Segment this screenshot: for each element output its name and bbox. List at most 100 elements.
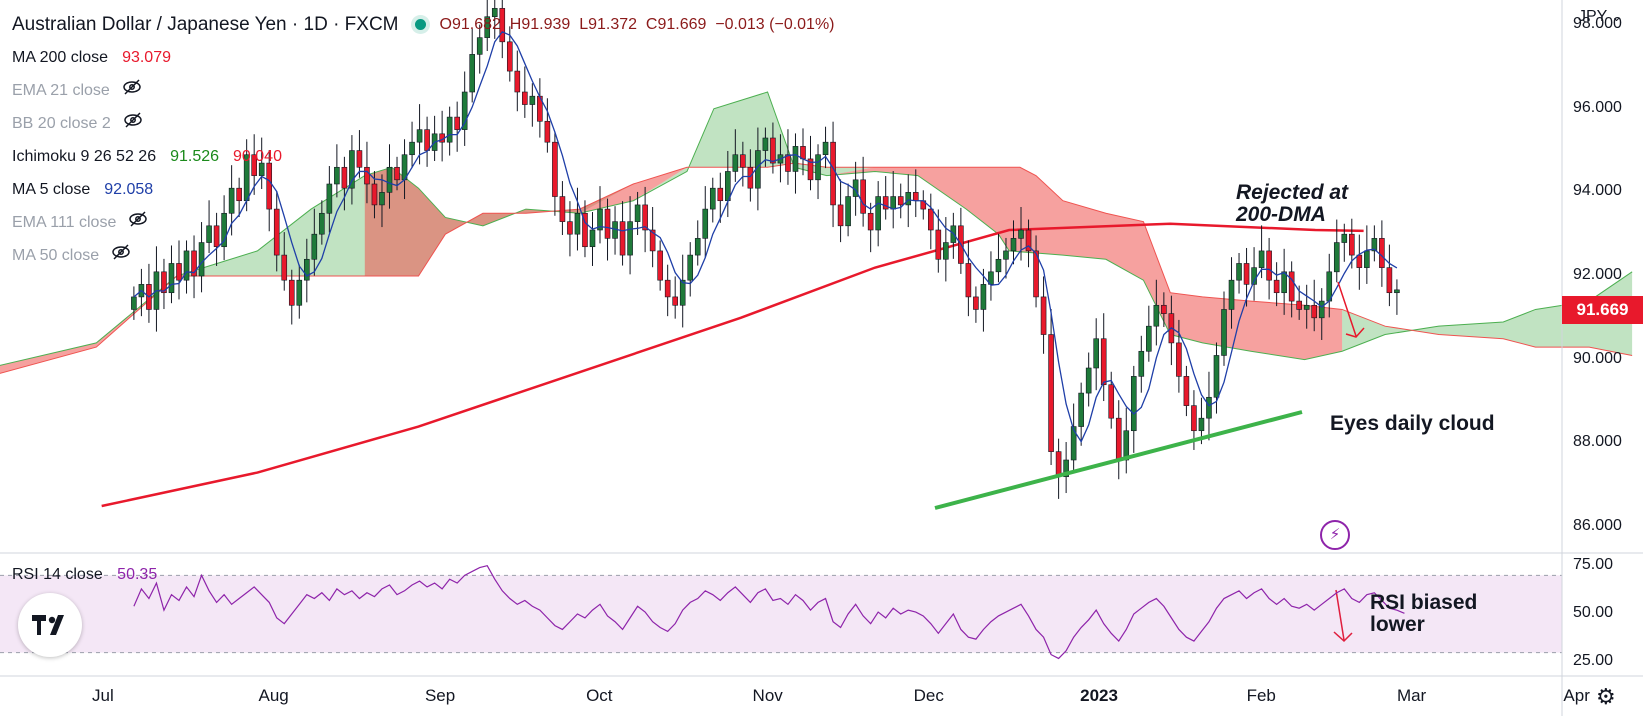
candle-body [860,179,866,214]
candle-body [1093,338,1099,369]
candle-body [687,254,694,281]
rsi-line [133,564,1405,660]
candle-body [161,271,167,294]
cloud-region [1342,271,1633,356]
candle-body [1311,304,1318,319]
candle-body [943,242,949,260]
candle-body [1048,334,1054,452]
rsi-down-arrow [1335,589,1345,641]
candle-body [281,254,288,281]
candle-body [1333,242,1340,273]
candle-body [191,250,197,277]
candle-body [349,150,355,189]
candle-body [446,116,453,143]
market-status-dot[interactable] [414,19,426,30]
candle-body [897,196,904,206]
candle-body [454,116,460,130]
rsi-tick-label: 75.00 [1573,555,1614,573]
eye-crossed-icon[interactable] [122,74,142,107]
candle-body [1198,417,1205,432]
candle-body [1161,304,1167,314]
candle-body [1236,263,1242,281]
x-tick-label: Oct [586,686,613,705]
candle-body [319,212,325,235]
annotation-cloud: Eyes daily cloud [1330,412,1495,435]
eye-crossed-icon[interactable] [128,206,148,239]
indicator-row[interactable]: EMA 21 close [12,74,835,107]
candle-body [927,208,934,231]
candle-body [694,238,701,256]
ma200-line [101,222,1364,508]
candle-body [469,54,476,93]
candle-body [890,196,897,210]
candle-body [1063,459,1069,478]
candle-body [709,187,716,210]
eye-crossed-icon[interactable] [123,107,143,140]
candle-body [1288,271,1295,302]
annotation-rsi-line1: RSI biased [1370,591,1478,614]
candle-body [792,146,799,172]
candle-body [1010,238,1017,252]
low-value: L91.372 [579,16,638,33]
annotation-rejected-line1: Rejected at [1236,181,1349,204]
candle-body [1100,338,1107,386]
candle-body [1303,304,1310,310]
rsi-tick-label: 50.00 [1573,604,1614,621]
candle-body [664,279,671,298]
gear-icon[interactable]: ⚙ [1596,684,1616,709]
x-tick-label: Dec [913,686,944,705]
indicator-row[interactable]: BB 20 close 2 [12,107,835,140]
tradingview-logo-icon[interactable] [18,593,82,657]
indicator-row[interactable]: MA 5 close 92.058 [12,173,835,206]
indicator-row[interactable]: MA 50 close [12,239,835,272]
candle-body [1296,300,1302,310]
indicator-row[interactable]: Ichimoku 9 26 52 26 91.526 90.040 [12,140,835,173]
ohlc-readout: O91.682 H91.939 L91.372 C91.669 −0.013 (… [440,8,835,41]
indicator-row[interactable]: EMA 111 close [12,206,835,239]
rsi-label[interactable]: RSI 14 close [12,566,103,583]
candle-body [552,141,558,197]
candle-body [1341,233,1348,243]
x-tick-label: Mar [1396,686,1427,705]
candle-body [1153,304,1160,327]
candle-body [1108,384,1115,419]
candle-body [476,37,483,55]
candle-body [266,162,273,210]
candle-body [213,225,220,248]
eye-crossed-icon[interactable] [111,239,131,272]
lightning-icon[interactable]: ⚡ [1320,520,1350,550]
candle-body [228,187,235,214]
rsi-legend: RSI 14 close 50.35 [12,566,157,584]
senkou-span-b [0,162,1633,374]
candle-body [935,229,942,260]
annotation-rejected: Rejected at 200-DMA [1236,182,1348,226]
candle-body [296,279,303,306]
candle-body [544,120,551,143]
candle-body [973,296,979,310]
annotation-rsi: RSI biased lower [1370,592,1477,636]
candle-body [807,158,814,181]
ichimoku-cloud [0,91,1633,374]
candle-body [1228,279,1235,310]
open-value: O91.682 [439,16,501,33]
candlestick-series [131,0,1400,499]
y-tick-label: 98.000 [1573,15,1622,33]
rsi-band [0,575,1562,653]
candle-body [1055,451,1062,478]
candle-body [762,137,769,151]
candle-body [672,296,678,306]
candle-body [627,221,633,256]
currency-selector[interactable]: JPY ⌄ [1578,8,1622,26]
candle-body [176,263,182,281]
x-tick-label: Sep [424,686,456,705]
candle-body [1356,254,1363,268]
y-tick-label: 92.000 [1573,266,1622,283]
candle-body [326,183,333,214]
chart-title: Australian Dollar / Japanese Yen · 1D · … [12,14,399,35]
candle-body [1258,250,1265,268]
candle-body [311,233,318,260]
indicator-row[interactable]: MA 200 close 93.079 [12,41,835,74]
candle-body [597,208,603,231]
candle-body [1146,325,1152,352]
